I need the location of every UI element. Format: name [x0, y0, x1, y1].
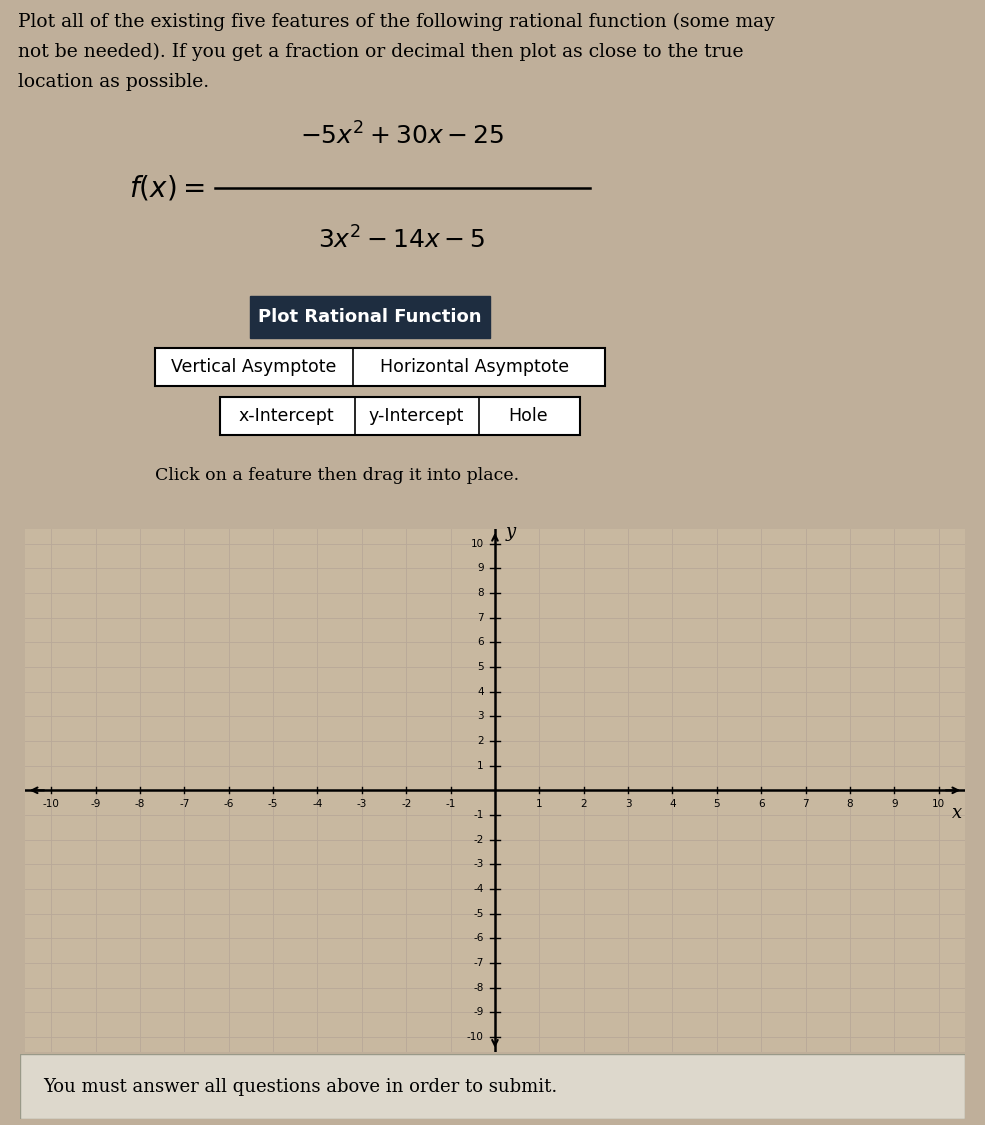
Text: 2: 2 [580, 799, 587, 809]
Text: 3: 3 [624, 799, 631, 809]
Text: location as possible.: location as possible. [18, 73, 209, 91]
Text: $f(x) =$: $f(x) =$ [129, 173, 205, 202]
Text: -6: -6 [474, 934, 484, 944]
Text: x: x [952, 804, 962, 822]
Text: -4: -4 [312, 799, 323, 809]
Text: -9: -9 [91, 799, 100, 809]
Text: -7: -7 [179, 799, 189, 809]
Text: 9: 9 [478, 564, 484, 574]
Text: 8: 8 [847, 799, 853, 809]
Text: 5: 5 [478, 662, 484, 672]
Text: -7: -7 [474, 958, 484, 968]
Text: Horizontal Asymptote: Horizontal Asymptote [380, 358, 569, 376]
Text: not be needed). If you get a fraction or decimal then plot as close to the true: not be needed). If you get a fraction or… [18, 43, 744, 61]
Text: 7: 7 [802, 799, 809, 809]
Text: -1: -1 [445, 799, 456, 809]
Text: 4: 4 [669, 799, 676, 809]
Text: y-Intercept: y-Intercept [368, 407, 464, 425]
Text: 10: 10 [471, 539, 484, 549]
Text: Hole: Hole [508, 407, 548, 425]
Text: Vertical Asymptote: Vertical Asymptote [171, 358, 337, 376]
Text: -2: -2 [401, 799, 412, 809]
Text: -2: -2 [474, 835, 484, 845]
FancyBboxPatch shape [155, 348, 605, 386]
Text: 9: 9 [891, 799, 897, 809]
Text: 3: 3 [478, 711, 484, 721]
Text: -8: -8 [135, 799, 145, 809]
FancyBboxPatch shape [20, 1054, 965, 1119]
Text: -5: -5 [268, 799, 279, 809]
Text: Click on a feature then drag it into place.: Click on a feature then drag it into pla… [155, 467, 519, 484]
Text: -8: -8 [474, 983, 484, 992]
Text: -6: -6 [224, 799, 233, 809]
Text: Plot all of the existing five features of the following rational function (some : Plot all of the existing five features o… [18, 14, 775, 32]
Text: -5: -5 [474, 909, 484, 919]
Text: -3: -3 [474, 860, 484, 870]
Text: You must answer all questions above in order to submit.: You must answer all questions above in o… [43, 1078, 558, 1096]
Text: 10: 10 [932, 799, 946, 809]
Text: 4: 4 [478, 686, 484, 696]
FancyBboxPatch shape [250, 296, 490, 339]
Text: 6: 6 [757, 799, 764, 809]
Text: 8: 8 [478, 588, 484, 597]
Text: x-Intercept: x-Intercept [238, 407, 335, 425]
Text: Plot Rational Function: Plot Rational Function [258, 308, 482, 326]
Text: -4: -4 [474, 884, 484, 894]
Text: 6: 6 [478, 637, 484, 647]
FancyBboxPatch shape [220, 397, 580, 435]
Text: 5: 5 [713, 799, 720, 809]
Text: 7: 7 [478, 613, 484, 622]
Text: -1: -1 [474, 810, 484, 820]
Text: 1: 1 [536, 799, 543, 809]
Text: -10: -10 [467, 1032, 484, 1042]
Text: -10: -10 [42, 799, 60, 809]
Text: y: y [506, 523, 516, 541]
Text: $3x^2 - 14x - 5$: $3x^2 - 14x - 5$ [318, 226, 486, 253]
Text: 1: 1 [478, 760, 484, 771]
Text: -9: -9 [474, 1007, 484, 1017]
Text: $-5x^2 + 30x - 25$: $-5x^2 + 30x - 25$ [299, 123, 504, 150]
Text: 2: 2 [478, 736, 484, 746]
Text: -3: -3 [357, 799, 367, 809]
